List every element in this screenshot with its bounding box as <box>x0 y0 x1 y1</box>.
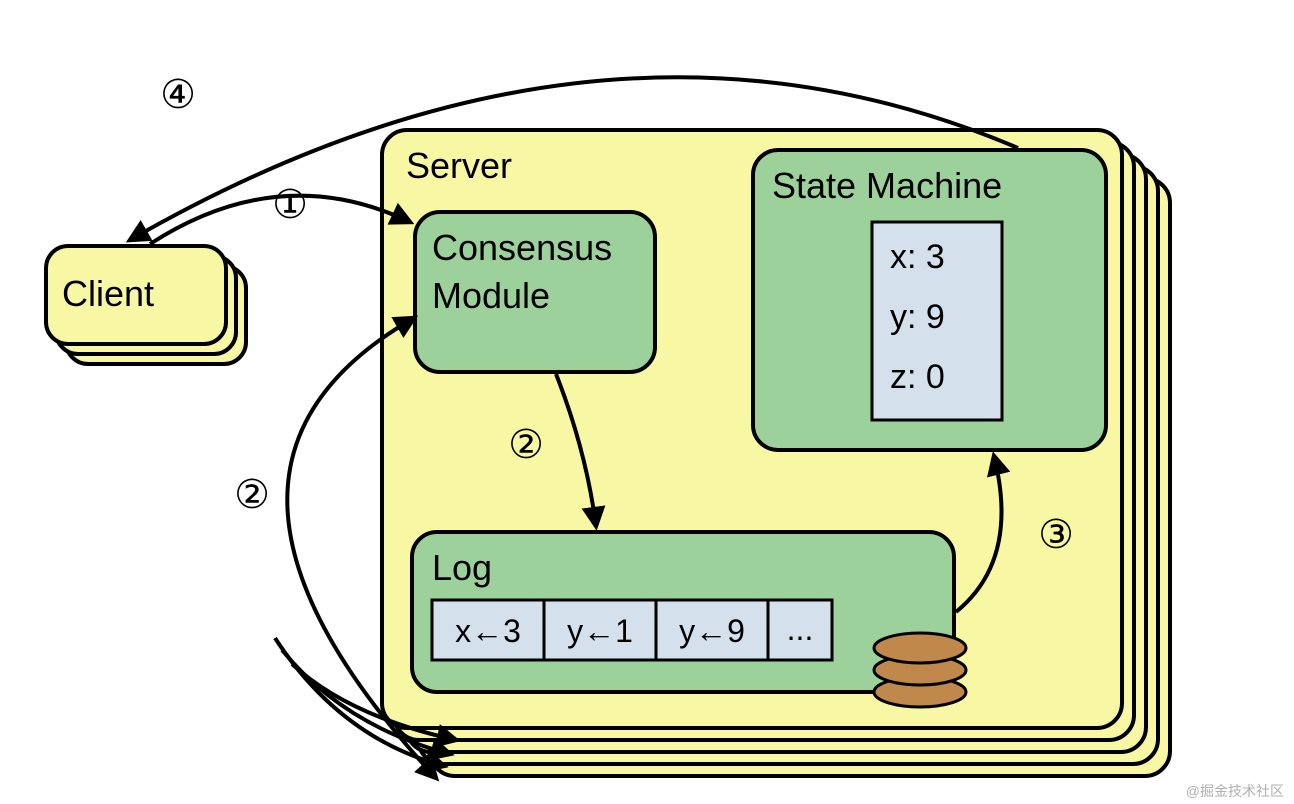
consensus-module: Consensus Module <box>415 212 655 372</box>
watermark: @掘金技术社区 <box>1186 783 1284 799</box>
log-entry-3: ... <box>787 611 814 647</box>
consensus-label-2: Module <box>432 275 550 316</box>
log-entry-0: x←3 <box>455 613 521 649</box>
state-line-1: y: 9 <box>890 298 945 336</box>
step-4: ④ <box>160 73 196 117</box>
consensus-label-1: Consensus <box>432 227 612 268</box>
log-block: Log x←3 y←1 y←9 ... <box>412 532 954 692</box>
server-label: Server <box>406 145 512 186</box>
disk-icon <box>874 633 966 707</box>
client-label: Client <box>62 273 154 314</box>
step-1: ① <box>272 183 308 227</box>
state-line-2: z: 0 <box>890 358 945 396</box>
log-label: Log <box>432 547 492 588</box>
log-entry-1: y←1 <box>567 613 633 649</box>
state-machine: State Machine x: 3 y: 9 z: 0 <box>753 150 1106 450</box>
log-entry-2: y←9 <box>679 613 745 649</box>
state-line-0: x: 3 <box>890 238 945 276</box>
step-2-external: ② <box>234 473 270 517</box>
step-3: ③ <box>1038 513 1074 557</box>
step-2-internal: ② <box>508 423 544 467</box>
state-machine-label: State Machine <box>772 165 1002 206</box>
